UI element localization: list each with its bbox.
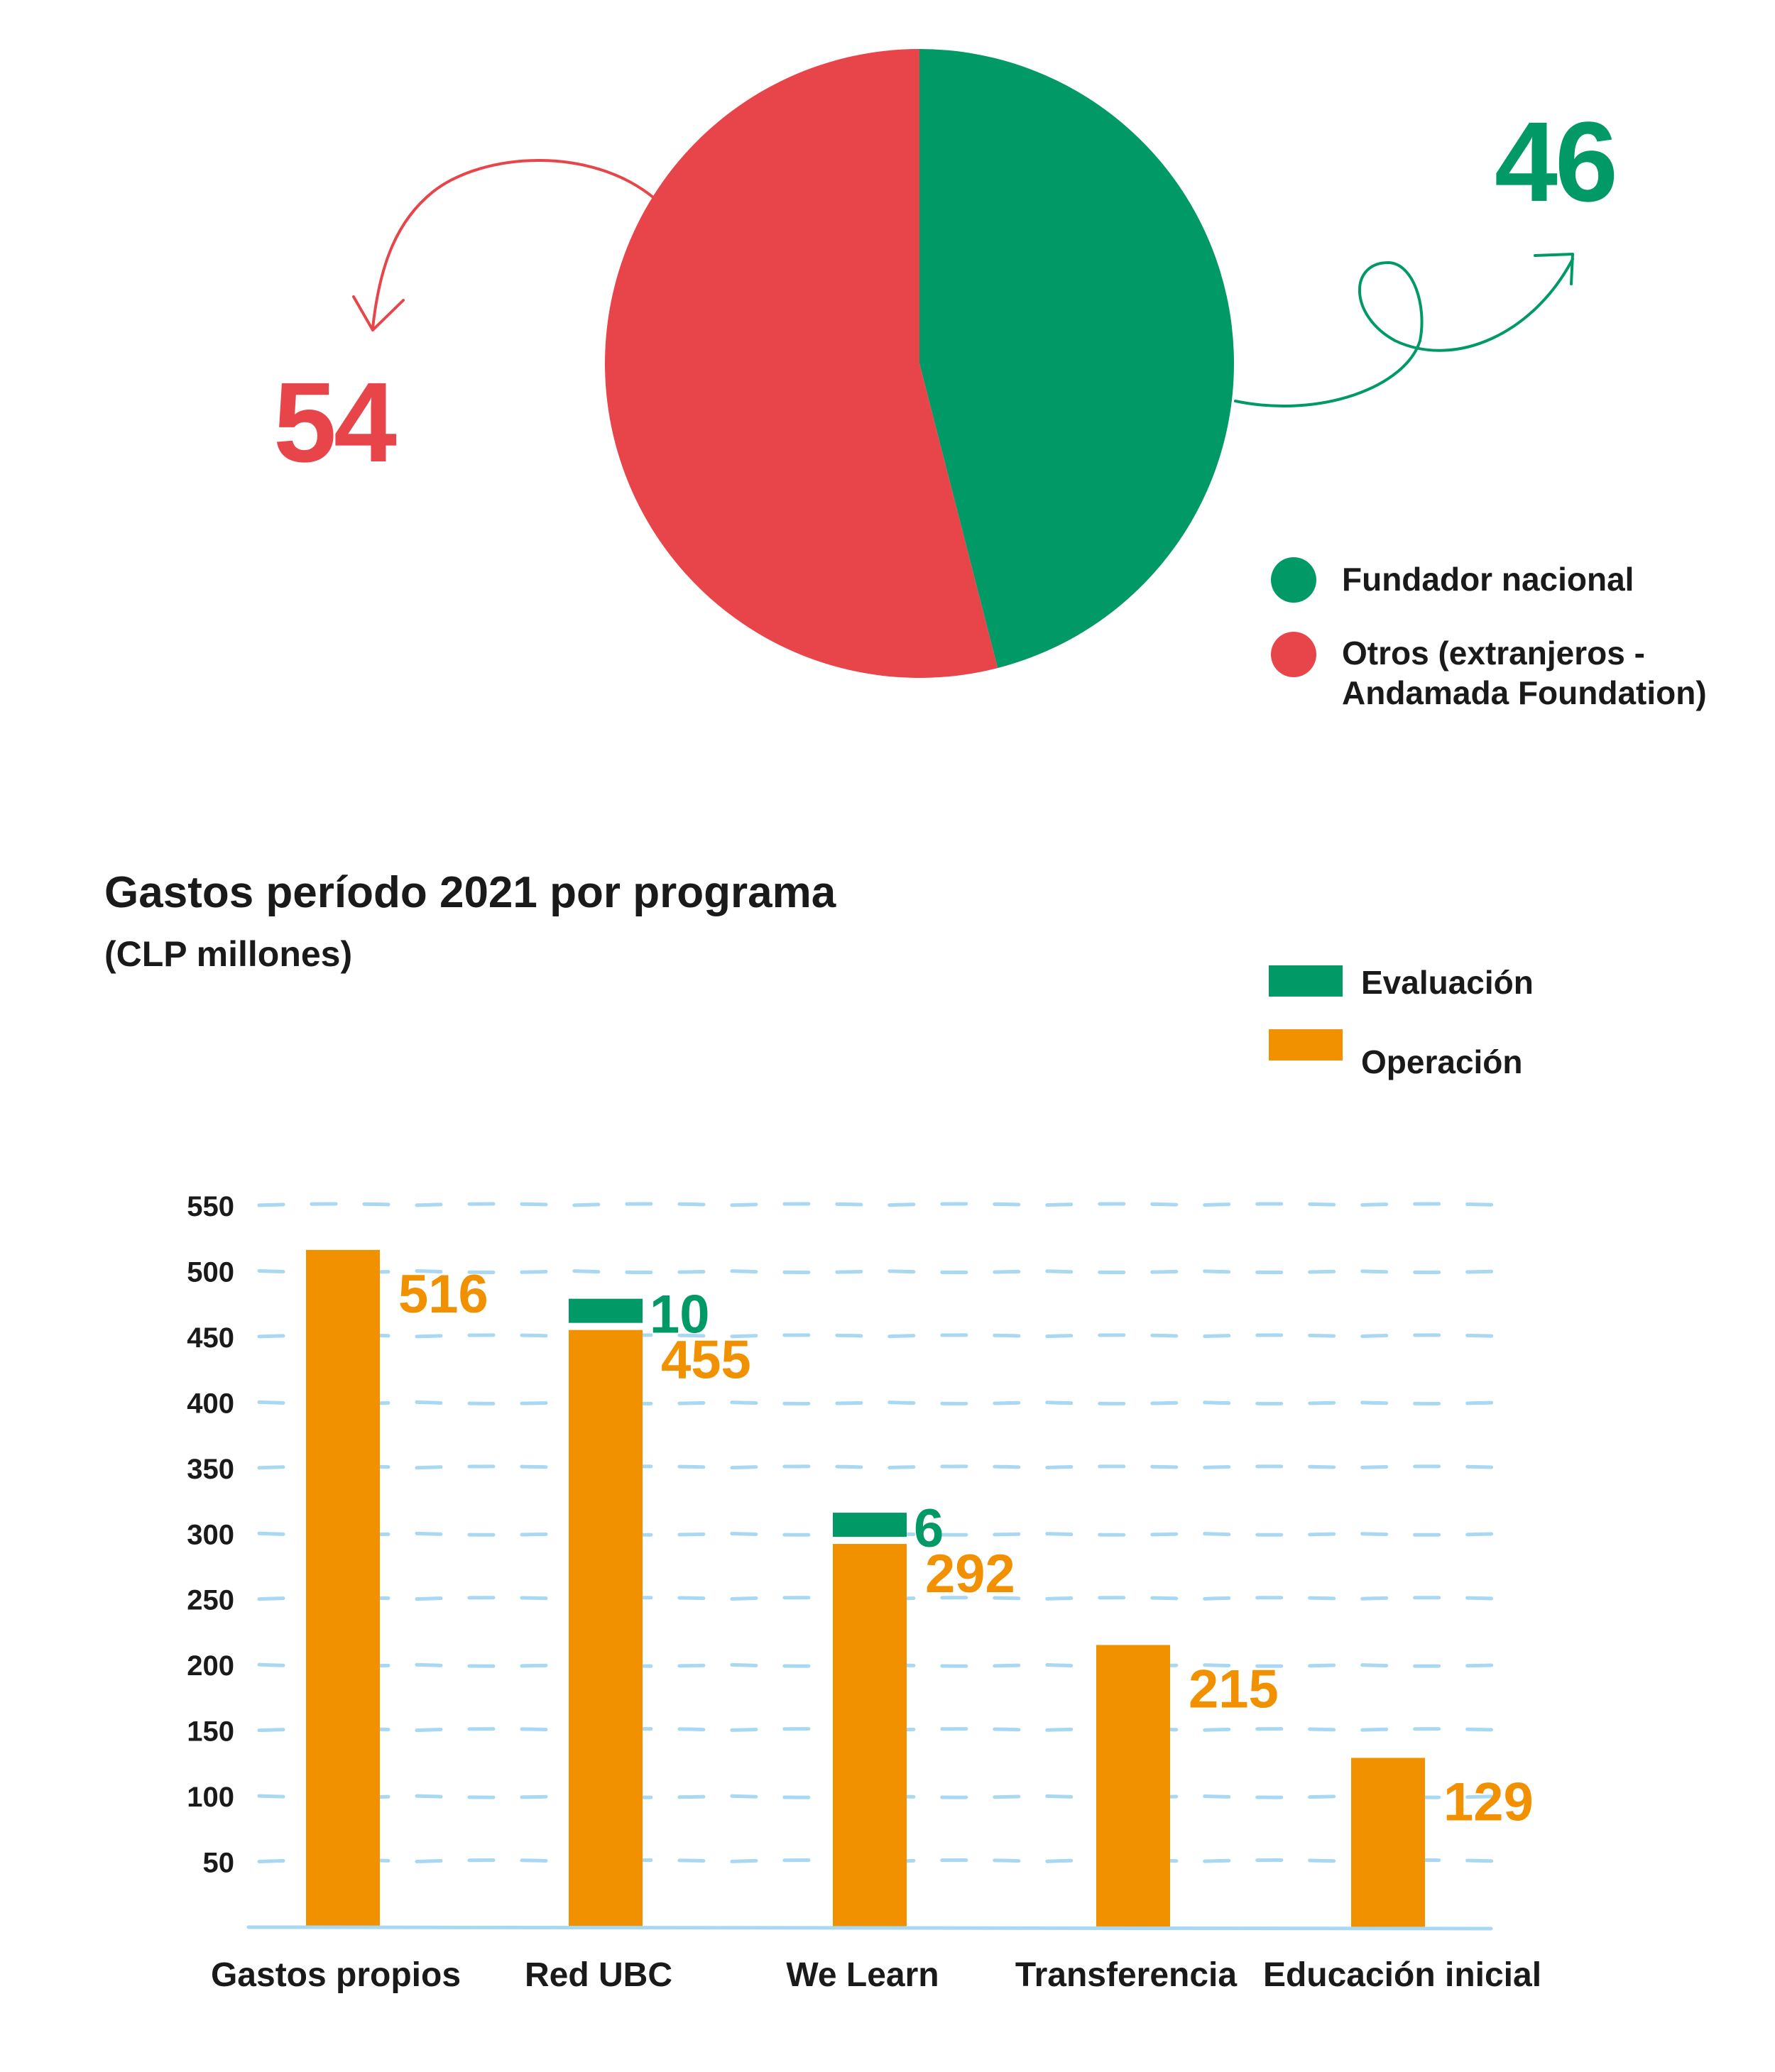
y-tick-label: 200 [187, 1650, 234, 1682]
y-tick-label: 500 [187, 1256, 234, 1288]
pie-slices [604, 49, 1235, 678]
legend-swatch-evaluacion [1269, 965, 1343, 997]
legend-swatch-operacion [1269, 1029, 1343, 1060]
y-tick-label: 50 [203, 1848, 235, 1879]
bar-evaluacion [833, 1513, 907, 1537]
grid-line [257, 1202, 1511, 1207]
y-tick-label: 400 [187, 1388, 234, 1419]
y-tick-label: 550 [187, 1191, 234, 1222]
y-tick-label: 350 [187, 1454, 234, 1485]
red-arrow-head [352, 295, 405, 331]
green-arrow-curve [1234, 258, 1574, 407]
legend-dot-otros [1271, 632, 1316, 677]
bar-label-operacion: 215 [1189, 1659, 1279, 1719]
pie-chart [352, 49, 1574, 678]
legend-label-otros: Otros (extranjeros - Andamada Foundation… [1342, 635, 1707, 711]
y-tick-label: 300 [187, 1519, 234, 1550]
bar-operacion [833, 1544, 907, 1927]
x-axis-line [246, 1925, 1493, 1931]
pie-value-fundador: 46 [1495, 98, 1618, 225]
bar-label-operacion: 129 [1443, 1772, 1534, 1832]
x-axis-label: Educación inicial [1263, 1956, 1541, 1994]
x-axis-label: Gastos propios [211, 1956, 461, 1994]
grid-line [257, 1400, 1511, 1405]
bar-chart: 50 100 150 200 250 300 350 400 450 500 550 516 1045… [187, 1191, 1541, 1994]
bar-label-operacion: 292 [925, 1544, 1015, 1604]
bar-label-evaluacion: 10 [650, 1285, 710, 1345]
chart-subtitle: (CLP millones) [104, 934, 353, 974]
bar-label-operacion: 516 [398, 1264, 488, 1325]
y-axis-ticks: 50 100 150 200 250 300 350 400 450 500 550 [187, 1191, 234, 1879]
pie-slice-1 [604, 49, 998, 678]
y-tick-label: 100 [187, 1782, 234, 1813]
red-arrow-curve [371, 159, 655, 329]
chart-title: Gastos período 2021 por programa [104, 868, 836, 917]
grid-line [257, 1464, 1511, 1470]
y-tick-label: 250 [187, 1585, 234, 1616]
pie-value-otros: 54 [273, 358, 397, 486]
bar-operacion [1096, 1645, 1170, 1927]
bars [306, 1249, 1425, 1927]
grid-line [257, 1333, 1511, 1339]
bar-operacion [569, 1330, 643, 1927]
legend-label-evaluacion: Evaluación [1361, 964, 1534, 1001]
bar-operacion [1351, 1758, 1425, 1927]
legend-dot-fundador [1271, 557, 1316, 603]
legend-label-operacion: Operación [1361, 1043, 1523, 1080]
legend-label-fundador: Fundador nacional [1342, 561, 1634, 598]
green-arrow-head [1534, 253, 1574, 285]
bar-label-operacion: 455 [661, 1330, 751, 1391]
x-axis-label: Transferencia [1015, 1956, 1237, 1994]
bar-evaluacion [569, 1298, 643, 1323]
x-axis-labels: Gastos propios Red UBC We Learn Transferenc… [211, 1956, 1541, 1994]
bar-operacion [306, 1249, 380, 1927]
pie-slice-0 [919, 49, 1235, 669]
bar-label-evaluacion: 6 [914, 1498, 944, 1559]
y-tick-label: 150 [187, 1716, 234, 1748]
x-axis-label: Red UBC [525, 1956, 672, 1994]
x-axis-label: We Learn [786, 1956, 939, 1994]
y-tick-label: 450 [187, 1322, 234, 1354]
